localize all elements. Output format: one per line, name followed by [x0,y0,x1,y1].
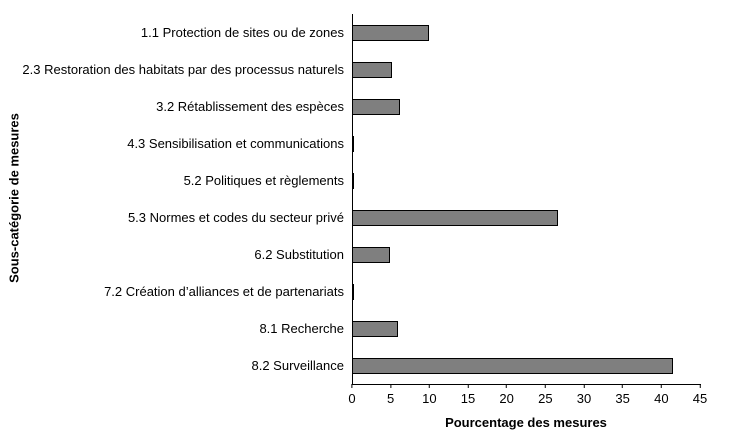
x-tick-mark [544,384,546,388]
bar [352,98,400,115]
x-tick-label: 40 [654,391,669,406]
x-tick: 35 [615,384,630,406]
x-tick: 0 [348,384,356,406]
bar [352,209,558,226]
bar-track [352,273,700,310]
bar [352,135,355,152]
chart-rows: 1.1 Protection de sites ou de zones 2.3 R… [0,14,700,384]
category-label: 5.2 Politiques et règlements [183,173,344,188]
x-tick: 15 [461,384,475,406]
chart-row: 7.2 Création d’alliances et de partenari… [0,273,700,310]
bar-track [352,236,700,273]
x-tick-mark [390,384,392,388]
x-tick: 40 [654,384,669,406]
x-tick-label: 0 [348,391,356,406]
x-axis-title: Pourcentage des mesures [445,415,607,430]
x-tick-mark [699,384,701,388]
x-tick: 45 [693,384,707,406]
category-label: 7.2 Création d’alliances et de partenari… [104,284,344,299]
bar [352,246,390,263]
bar [352,61,393,78]
x-tick-mark [506,384,508,388]
x-tick-label: 30 [576,391,592,406]
bar-track [352,14,700,51]
x-tick-mark [428,384,430,388]
category-label: 4.3 Sensibilisation et communications [127,136,344,151]
bar-track [352,347,700,384]
chart-row: 8.1 Recherche [0,310,700,347]
chart-row: 6.2 Substitution [0,236,700,273]
x-tick-label: 10 [422,391,437,406]
bar-track [352,310,700,347]
x-tick: 5 [387,384,394,406]
bar-track [352,162,700,199]
x-tick-label: 5 [387,391,395,406]
x-tick-mark [660,384,662,388]
category-label: 3.2 Rétablissement des espèces [156,99,344,114]
bar [352,24,430,41]
x-tick-mark [583,384,585,388]
bar [352,283,355,300]
x-axis-ticks: 0 5 10 15 20 25 30 35 40 45 [348,384,707,408]
bar-track [352,88,700,125]
x-tick-mark [622,384,624,388]
x-tick-label: 20 [499,391,514,406]
chart-row: 3.2 Rétablissement des espèces [0,88,700,125]
bar-track [352,125,700,162]
x-tick: 25 [538,384,553,406]
x-tick-mark [467,384,469,388]
x-tick: 30 [577,384,591,406]
bar [352,320,399,337]
x-tick: 20 [499,384,514,406]
category-label: 6.2 Substitution [254,247,344,262]
category-label: 1.1 Protection de sites ou de zones [140,25,344,40]
chart-row: 5.3 Normes et codes du secteur privé [0,199,700,236]
x-tick-label: 35 [615,391,630,406]
chart-row: 8.2 Surveillance [0,347,700,384]
category-label: 2.3 Restoration des habitats par des pro… [22,62,344,77]
chart-row: 5.2 Politiques et règlements [0,162,700,199]
category-label: 8.2 Surveillance [251,358,345,373]
x-tick-label: 15 [460,391,476,406]
chart-row: 2.3 Restoration des habitats par des pro… [0,51,700,88]
bar-track [352,51,700,88]
category-label: 5.3 Normes et codes du secteur privé [127,210,344,225]
bar-track [352,199,700,236]
bar [352,172,355,189]
x-tick-label: 45 [692,391,708,406]
category-label: 8.1 Recherche [259,321,344,336]
chart-row: 4.3 Sensibilisation et communications [0,125,700,162]
bar [352,357,673,374]
x-tick-label: 25 [538,391,553,406]
x-tick-mark [351,384,353,388]
x-tick: 10 [422,384,437,406]
chart-row: 1.1 Protection de sites ou de zones [0,14,700,51]
